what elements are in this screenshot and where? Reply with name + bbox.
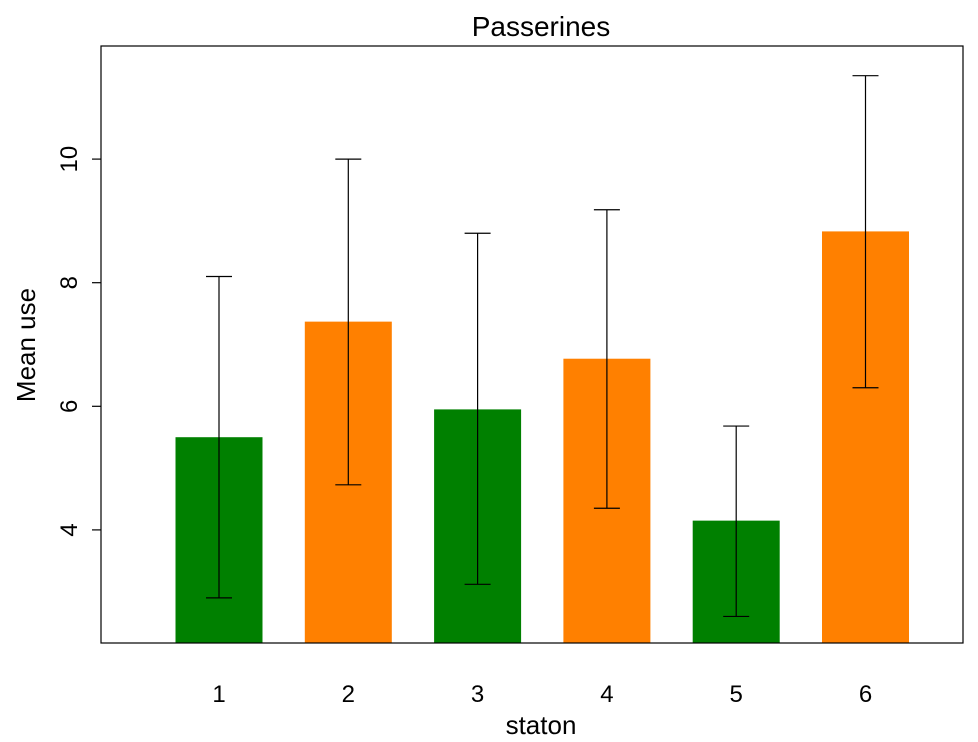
- y-tick-label-4: 4: [56, 523, 83, 536]
- error-bar-4: [593, 209, 620, 509]
- error-bar-1: [206, 275, 232, 599]
- y-tick-label-10: 10: [56, 146, 83, 173]
- y-tick-label-6: 6: [56, 400, 83, 413]
- x-tick-label-5: 5: [730, 681, 743, 708]
- x-tick-label-4: 4: [600, 681, 613, 708]
- y-axis-label: Mean use: [11, 288, 41, 402]
- errorbars-layer: [206, 75, 879, 618]
- y-axis: 4 6 8 10: [56, 146, 101, 537]
- error-bar-2: [335, 158, 362, 486]
- x-tick-label-2: 2: [342, 681, 355, 708]
- y-tick-label-8: 8: [56, 276, 83, 289]
- x-tick-label-3: 3: [471, 681, 484, 708]
- x-axis-label: staton: [506, 710, 577, 740]
- error-bar-3: [464, 232, 491, 585]
- error-bar-5: [723, 425, 750, 618]
- x-tick-label-6: 6: [859, 681, 872, 708]
- bars-layer: [175, 231, 909, 643]
- chart-title: Passerines: [472, 11, 611, 42]
- x-tick-label-1: 1: [212, 681, 225, 708]
- error-bar-6: [852, 75, 879, 389]
- x-tick-labels: 1 2 3 4 5 6: [212, 681, 872, 708]
- plot-frame: [100, 45, 964, 644]
